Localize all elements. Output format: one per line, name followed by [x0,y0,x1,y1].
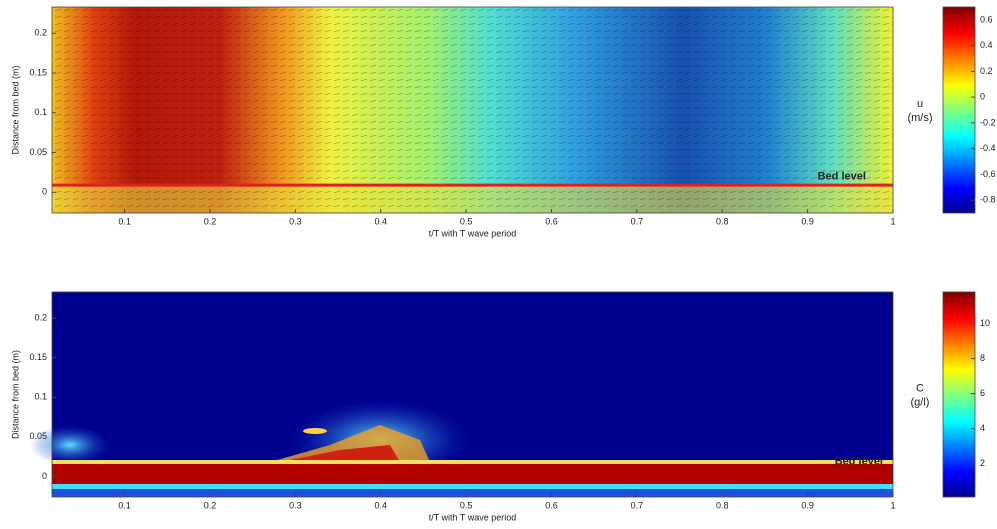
colorbar [942,291,976,498]
y-tick-label: 0.15 [29,67,47,77]
annotation: Bed level [818,170,866,182]
x-tick-label: 0.3 [289,216,302,226]
colorbar-tick-label: 0.6 [980,14,993,24]
y-axis-label: Distance from bed (m) [10,65,20,154]
x-tick-label: 0.2 [204,500,217,510]
y-tick-label: 0.1 [34,107,47,117]
colorbar-tick-label: 2 [980,458,985,468]
x-tick-label: 0.1 [118,216,131,226]
x-tick-label: 0.4 [374,500,387,510]
axes-frame [51,291,894,498]
y-tick-label: 0.2 [34,28,47,38]
x-tick-label: 0.4 [374,216,387,226]
c-field [30,292,893,497]
colorbar [942,6,976,214]
x-tick-label: 0.9 [801,500,814,510]
x-tick-label: 0.6 [545,216,558,226]
y-tick-label: 0 [42,471,47,481]
x-tick-label: 0.5 [460,216,473,226]
x-tick-label: 1 [890,500,895,510]
x-tick-label: 0.9 [801,216,814,226]
colorbar-tick-label: -0.8 [980,195,996,205]
y-tick-label: 0 [42,187,47,197]
colorbar-tick-label: 6 [980,388,985,398]
colorbar-tick-label: -0.2 [980,117,996,127]
x-tick-label: 0.7 [631,500,644,510]
colorbar-tick-label: -0.4 [980,143,996,153]
colorbar-title: u [917,98,923,110]
x-tick-label: 1 [890,216,895,226]
colorbar-unit: (m/s) [907,112,932,124]
y-tick-label: 0.05 [29,431,47,441]
colorbar-tick-label: 4 [980,423,985,433]
x-tick-label: 0.7 [631,216,644,226]
y-tick-label: 0.05 [29,147,47,157]
colorbar-tick-label: 8 [980,353,985,363]
colorbar-tick-label: -0.6 [980,169,996,179]
colorbar-title: C [916,382,924,394]
colorbar-tick-label: 0 [980,92,985,102]
colorbar-tick-label: 10 [980,318,990,328]
y-tick-label: 0.2 [34,312,47,322]
x-tick-label: 0.8 [716,216,729,226]
x-axis-label: t/T with T wave period [429,228,517,238]
annotation: Bed level [835,455,883,467]
y-axis-label: Distance from bed (m) [10,350,20,439]
colorbar-tick-label: 0.4 [980,40,993,50]
x-tick-label: 0.2 [204,216,217,226]
colorbar-tick-label: 0.2 [980,66,993,76]
x-tick-label: 0.5 [460,500,473,510]
y-tick-label: 0.1 [34,392,47,402]
y-tick-label: 0.15 [29,352,47,362]
axes-frame [51,6,894,214]
u-field [52,7,893,213]
x-tick-label: 0.6 [545,500,558,510]
colorbar-unit: (g/l) [911,396,930,408]
x-axis-label: t/T with T wave period [429,512,517,522]
x-tick-label: 0.8 [716,500,729,510]
x-tick-label: 0.1 [118,500,131,510]
x-tick-label: 0.3 [289,500,302,510]
